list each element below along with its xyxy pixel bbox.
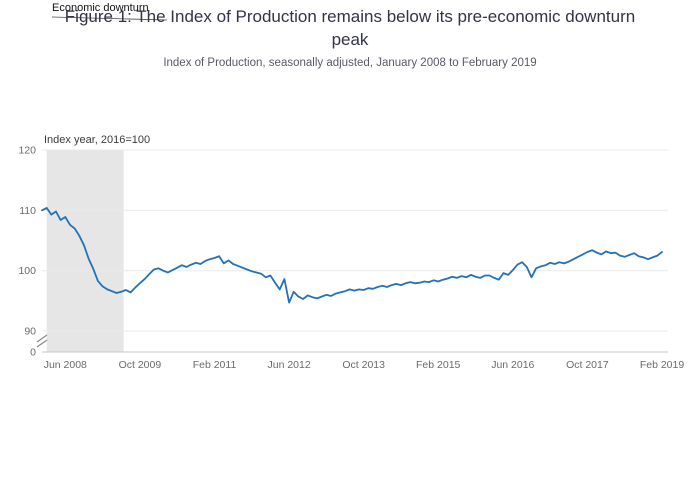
- y-tick-label: 120: [18, 145, 36, 157]
- x-tick-label: Oct 2013: [342, 359, 385, 371]
- x-tick-label: Jun 2016: [491, 359, 534, 371]
- x-tick-label: Oct 2017: [566, 359, 609, 371]
- y-tick-label: 110: [19, 205, 36, 217]
- chart-title: Figure 1: The Index of Production remain…: [64, 7, 636, 49]
- x-tick-label: Oct 2009: [119, 359, 162, 371]
- y-axis-note: Index year, 2016=100: [44, 134, 151, 146]
- chart-subtitle: Index of Production, seasonally adjusted…: [163, 57, 537, 69]
- series-line: [41, 207, 663, 304]
- x-tick-label: Feb 2015: [416, 359, 461, 371]
- axis-break-mark: [36, 339, 48, 348]
- y-tick-label: 100: [18, 265, 36, 277]
- x-tick-label: Feb 2019: [640, 359, 685, 371]
- x-tick-label: Feb 2011: [193, 359, 237, 371]
- y-tick-label: 90: [24, 326, 36, 338]
- annotation-leader-line: [51, 16, 168, 21]
- axis-break-mark: [36, 334, 48, 343]
- y-tick-label: 0: [30, 347, 36, 359]
- x-tick-label: Jun 2008: [44, 359, 87, 371]
- x-tick-label: Jun 2012: [267, 359, 310, 371]
- downturn-annotation-label: Economic downturn: [52, 2, 149, 14]
